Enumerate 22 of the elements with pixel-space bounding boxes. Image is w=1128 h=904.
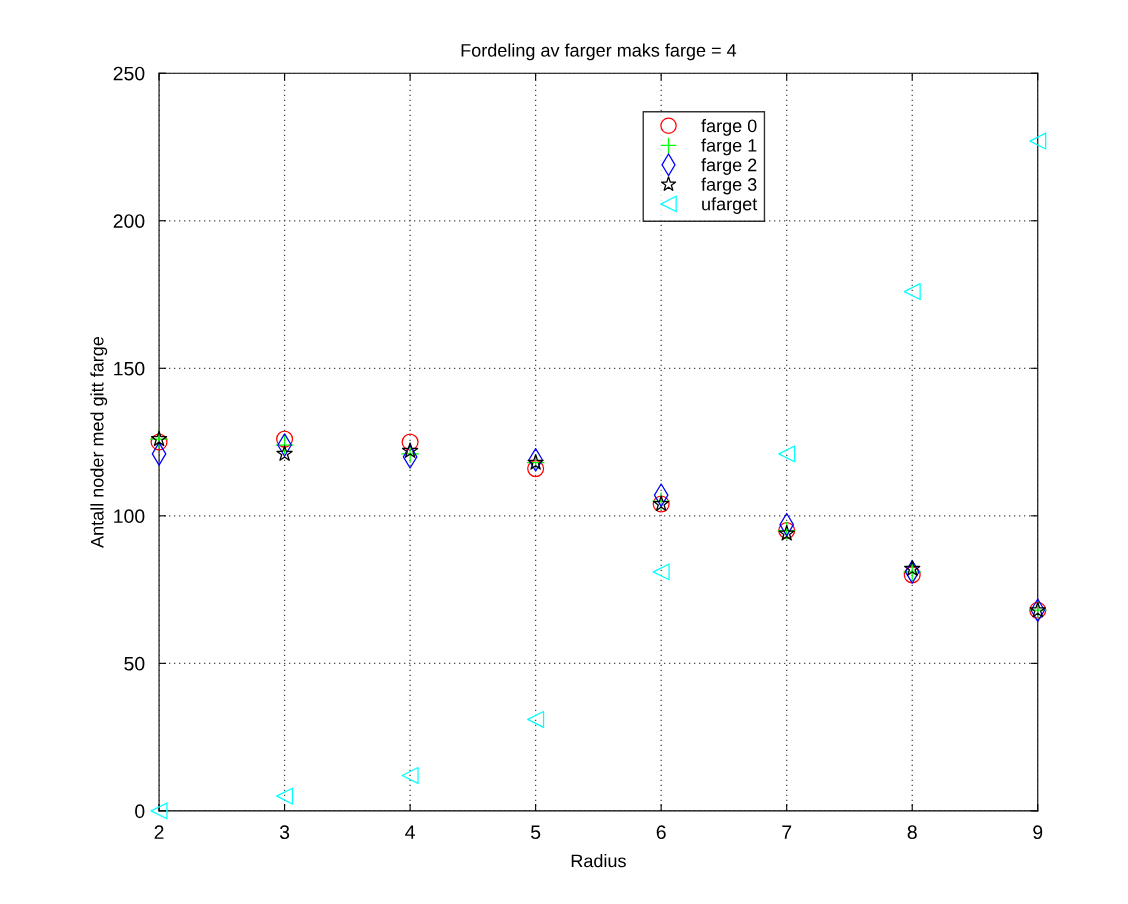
y-tick-label: 200 bbox=[113, 214, 145, 228]
x-tick-label: 7 bbox=[782, 825, 792, 839]
legend-label: ufarget bbox=[702, 197, 758, 214]
y-tick-label: 100 bbox=[114, 509, 145, 524]
x-tick-label: 6 bbox=[656, 825, 666, 840]
legend-label: farge 0 bbox=[701, 119, 757, 136]
legend-label: farge 2 bbox=[701, 158, 757, 175]
x-axis-title: Radius bbox=[571, 854, 626, 868]
y-axis-title: Antall noder med gitt farge bbox=[90, 336, 108, 548]
x-tick-label: 2 bbox=[154, 825, 164, 839]
x-tick-label: 9 bbox=[1033, 825, 1043, 840]
y-tick-label: 50 bbox=[124, 656, 145, 671]
x-tick-label: 4 bbox=[405, 825, 415, 839]
y-tick-label: 250 bbox=[113, 66, 145, 81]
legend-label: farge 1 bbox=[701, 138, 757, 156]
x-tick-label: 8 bbox=[907, 825, 917, 840]
x-tick-label: 3 bbox=[279, 825, 290, 840]
y-tick-label: 150 bbox=[114, 361, 145, 376]
y-tick-label: 0 bbox=[135, 804, 145, 819]
x-tick-label: 5 bbox=[531, 825, 541, 840]
chart-title: Fordeling av farger maks farge = 4 bbox=[461, 43, 737, 61]
legend-label: farge 3 bbox=[701, 177, 757, 195]
